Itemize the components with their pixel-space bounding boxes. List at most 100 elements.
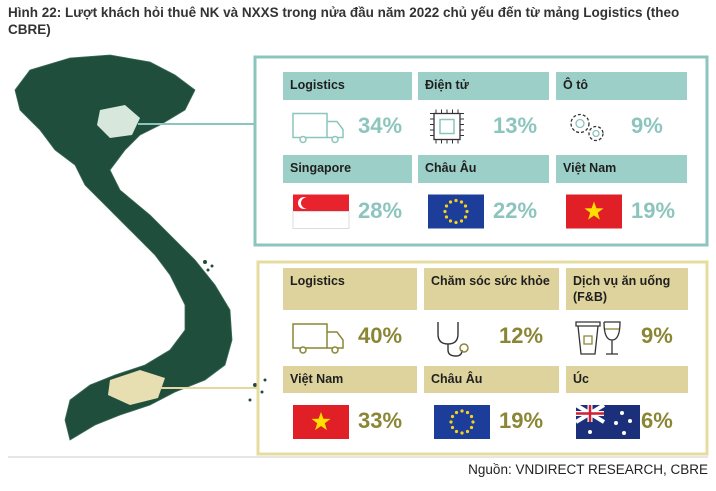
icon-part — [575, 321, 601, 355]
item-label: Ô tô — [563, 78, 588, 92]
flag-part — [588, 430, 592, 434]
icon-part — [570, 113, 590, 134]
flag-part — [460, 431, 464, 435]
icon — [570, 113, 604, 142]
header-bar — [283, 72, 412, 100]
header-bar — [418, 72, 549, 100]
icon-part — [430, 109, 464, 144]
icon-part — [439, 118, 455, 135]
flag-part — [454, 429, 459, 434]
icon-part — [583, 335, 593, 345]
flag-part — [469, 414, 474, 419]
flag-part — [465, 429, 470, 434]
icon-part — [430, 109, 464, 144]
header-bar — [424, 268, 559, 310]
icon-part — [327, 120, 344, 139]
item-label: Logistics — [290, 274, 345, 288]
flag-part — [463, 204, 468, 208]
flag-part — [628, 419, 632, 423]
flag-part — [460, 409, 464, 413]
item-label: Úc — [573, 372, 589, 386]
icon — [430, 109, 464, 144]
share: 19% — [499, 408, 544, 433]
icon — [574, 403, 640, 439]
flag-part — [454, 198, 458, 203]
share: 9% — [641, 323, 673, 348]
header-bar — [556, 72, 687, 100]
share: 12% — [499, 323, 544, 348]
header-bar — [283, 155, 412, 183]
source: Nguồn: VNDIRECT RESEARCH, CBRE — [468, 462, 708, 477]
flag-part — [311, 412, 331, 431]
flag-part — [301, 197, 312, 209]
icon-part — [603, 321, 621, 355]
item-label: Chăm sóc sức khỏe — [431, 274, 550, 288]
item-label: Châu Âu — [431, 372, 483, 386]
header-bar — [566, 366, 688, 393]
flag-part — [584, 201, 604, 220]
share: 40% — [358, 323, 403, 348]
item-label: Điện tử — [425, 78, 469, 92]
share: 22% — [493, 197, 538, 223]
item-label: Việt Nam — [290, 372, 344, 386]
flag-part — [449, 420, 453, 424]
icon-part — [292, 323, 328, 349]
vietnam-map — [14, 54, 233, 441]
flag-part — [450, 414, 455, 419]
flag-part — [469, 425, 474, 430]
item-label: Logistics — [290, 78, 345, 92]
panel-frame — [253, 55, 709, 247]
icon-part — [433, 112, 461, 141]
share: 6% — [641, 408, 673, 433]
icon-part — [588, 125, 604, 142]
header-bar — [283, 366, 417, 393]
flag-part — [471, 420, 475, 424]
icon — [292, 194, 350, 229]
icon-part — [292, 112, 328, 139]
header-bar — [424, 366, 559, 393]
north-region — [97, 105, 140, 138]
icon — [293, 405, 349, 439]
panel-frame — [256, 260, 709, 456]
flag-part — [459, 200, 464, 204]
flag-part — [448, 219, 453, 223]
flag-part — [448, 200, 453, 204]
icon — [434, 405, 490, 439]
flag-part — [443, 209, 447, 214]
flag-part — [463, 215, 468, 219]
icon-part — [430, 109, 464, 144]
south-region — [108, 370, 165, 405]
share: 33% — [358, 408, 403, 433]
item-label: Châu Âu — [425, 161, 477, 175]
icon-part — [430, 109, 464, 144]
icon-part — [575, 118, 585, 129]
flag-part — [292, 211, 350, 229]
icon — [566, 194, 622, 229]
header-bar — [566, 268, 688, 310]
title: Hình 22: Lượt khách hỏi thuê NK và NXXS … — [8, 5, 680, 37]
flag-part — [465, 209, 469, 214]
icon-part — [459, 343, 469, 353]
flag-part — [454, 410, 459, 415]
flag-part — [454, 220, 458, 225]
icon-part — [299, 135, 307, 144]
icon-part — [430, 109, 464, 144]
icon-part — [327, 331, 344, 349]
header-bar — [556, 155, 687, 183]
icon — [428, 194, 484, 229]
share: 9% — [631, 112, 663, 138]
icon-part — [331, 135, 339, 144]
flag-part — [576, 405, 604, 422]
header-bar — [418, 155, 549, 183]
icon — [292, 323, 344, 354]
icon — [292, 112, 344, 144]
icon-part — [592, 129, 600, 138]
icon-part — [331, 346, 339, 354]
flag-part — [444, 204, 449, 208]
icon-part — [299, 346, 307, 354]
share: 13% — [493, 112, 538, 138]
islands — [203, 260, 267, 402]
flag-part — [450, 425, 455, 430]
icon-part — [437, 322, 463, 357]
